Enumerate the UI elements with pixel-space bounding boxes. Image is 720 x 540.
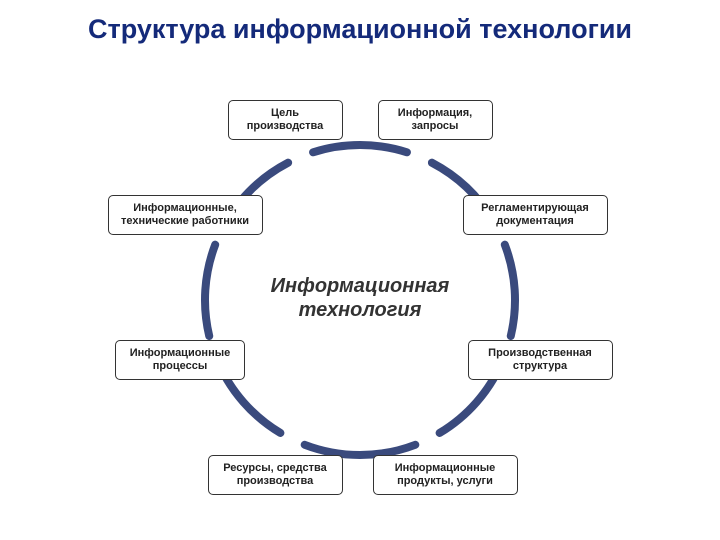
- ring-arc: [205, 245, 215, 336]
- page-title: Структура информационной технологии: [0, 14, 720, 45]
- node-label: Информационныепроцессы: [130, 347, 230, 372]
- node-label: Ресурсы, средствапроизводства: [223, 462, 327, 487]
- node-resources: Ресурсы, средствапроизводства: [208, 455, 343, 495]
- node-goal: Цельпроизводства: [228, 100, 343, 140]
- node-label: Информационныепродукты, услуги: [395, 462, 495, 487]
- ring-arc: [313, 145, 407, 152]
- node-docs: Регламентирующаядокументация: [463, 195, 608, 235]
- node-structure: Производственнаяструктура: [468, 340, 613, 380]
- node-label: Производственнаяструктура: [488, 347, 592, 372]
- center-label: Информационная технология: [250, 274, 470, 322]
- center-label-line1: Информационная: [271, 275, 450, 297]
- ring-arc: [305, 445, 416, 455]
- center-label-line2: технология: [299, 299, 422, 321]
- node-processes: Информационныепроцессы: [115, 340, 245, 380]
- node-workers: Информационные,технические работники: [108, 195, 263, 235]
- circular-diagram: Информационная технология Цельпроизводст…: [110, 60, 610, 530]
- node-label: Информационные,технические работники: [121, 202, 249, 227]
- node-label: Информация,запросы: [398, 107, 472, 132]
- node-label: Регламентирующаядокументация: [481, 202, 589, 227]
- node-products: Информационныепродукты, услуги: [373, 455, 518, 495]
- node-info-req: Информация,запросы: [378, 100, 493, 140]
- node-label: Цельпроизводства: [247, 107, 324, 132]
- ring-arc: [505, 245, 515, 336]
